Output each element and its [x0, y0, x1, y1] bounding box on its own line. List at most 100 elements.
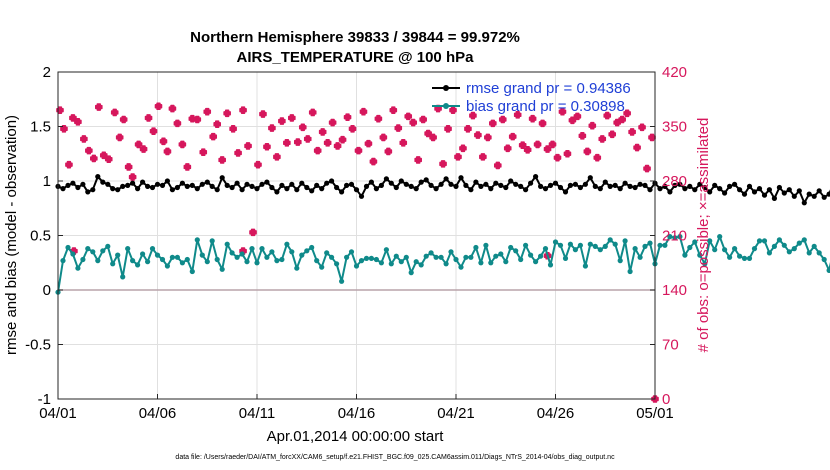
obs-count-marker [293, 138, 302, 146]
obs-marker-shape [110, 108, 119, 117]
bias-point [513, 248, 519, 254]
rmse-point [503, 184, 509, 191]
rmse-point [562, 189, 569, 195]
y-tick-label-left: 1.5 [30, 119, 51, 136]
x-tick-label: 04/01 [39, 405, 77, 422]
bias-point [582, 263, 589, 269]
bias-point [647, 240, 653, 246]
bias-point [324, 250, 330, 256]
bias-point [184, 256, 190, 263]
bias-point [781, 242, 787, 248]
rmse-point [214, 187, 220, 193]
obs-count-marker [173, 119, 182, 128]
bias-point [672, 235, 678, 241]
obs-count-marker [354, 146, 363, 155]
y-tick-label-left: 0 [43, 282, 51, 299]
obs-marker-shape [234, 149, 242, 157]
obs-count-marker [444, 125, 452, 133]
obs-count-marker [323, 139, 332, 147]
bias-point [741, 255, 748, 261]
rmse-point [781, 190, 787, 196]
rmse-point [164, 178, 170, 184]
rmse-point [140, 179, 146, 185]
bias-point [468, 254, 474, 260]
obs-count-marker [313, 146, 322, 155]
obs-count-marker [374, 114, 383, 123]
obs-marker-shape [173, 119, 182, 128]
obs-marker-shape [444, 125, 452, 133]
rmse-point [463, 182, 469, 188]
rmse-point [184, 183, 190, 189]
bias-point [174, 254, 180, 260]
obs-count-marker [178, 140, 187, 149]
chart-title-line-2: AIRS_TEMPERATURE @ 100 hPa [237, 49, 475, 66]
obs-marker-shape [429, 133, 437, 142]
obs-count-marker [543, 145, 552, 153]
obs-marker-shape [583, 147, 592, 156]
obs-marker-shape [80, 135, 88, 143]
obs-count-marker [578, 132, 587, 140]
obs-count-marker [464, 125, 472, 133]
obs-count-marker [474, 131, 482, 139]
bias-point [339, 278, 345, 284]
obs-marker-shape [65, 160, 73, 169]
obs-count-marker [263, 142, 271, 151]
obs-marker-shape [104, 155, 113, 163]
rmse-point [602, 179, 608, 185]
bias-point [169, 254, 175, 260]
obs-count-marker [439, 160, 447, 168]
bias-point [209, 238, 215, 244]
bias-point [249, 246, 255, 252]
rmse-point [219, 175, 225, 181]
x-axis-label: Apr.01,2014 00:00:00 start [267, 428, 445, 445]
obs-marker-shape [459, 144, 467, 153]
x-tick-label: 04/11 [239, 405, 275, 422]
bias-point [717, 234, 723, 240]
rmse-point [746, 183, 753, 189]
rmse-point [508, 178, 514, 184]
rmse-point [662, 183, 668, 189]
obs-marker-shape [613, 118, 621, 127]
rmse-point [637, 181, 643, 187]
obs-count-marker [548, 140, 557, 149]
bias-point [722, 247, 728, 253]
obs-marker-shape [528, 114, 537, 123]
rmse-point [448, 181, 454, 187]
obs-marker-shape [128, 173, 137, 181]
obs-marker-shape [628, 128, 636, 136]
obs-count-marker [419, 115, 427, 124]
bias-point [314, 258, 320, 264]
bias-point [418, 262, 424, 268]
obs-marker-shape [159, 137, 168, 146]
obs-marker-shape [223, 109, 231, 118]
rmse-point [254, 186, 260, 192]
obs-count-marker [134, 140, 143, 149]
obs-marker-shape [323, 139, 332, 147]
obs-count-marker [213, 120, 221, 128]
obs-count-marker [124, 163, 133, 171]
obs-marker-shape [573, 112, 582, 121]
rmse-point [209, 183, 215, 189]
rmse-point [488, 186, 494, 192]
rmse-point [239, 187, 245, 193]
rmse-point [149, 184, 156, 191]
bias-point [70, 251, 76, 257]
rmse-point [65, 182, 71, 188]
bias-point [284, 241, 290, 247]
obs-count-marker [613, 118, 621, 127]
rmse-point [786, 187, 792, 193]
bias-point [135, 262, 141, 268]
obs-marker-shape [508, 132, 517, 141]
bias-point [413, 259, 419, 265]
bias-point [816, 250, 822, 256]
obs-marker-shape [283, 139, 291, 147]
rmse-point [722, 190, 728, 196]
y-tick-label-right: 140 [662, 282, 687, 299]
bias-point [483, 242, 489, 248]
rmse-point [80, 181, 86, 187]
rmse-point [547, 182, 554, 188]
bias-point [622, 238, 628, 244]
bias-point [398, 259, 404, 265]
obs-marker-shape [608, 130, 617, 139]
bias-point [75, 265, 81, 271]
